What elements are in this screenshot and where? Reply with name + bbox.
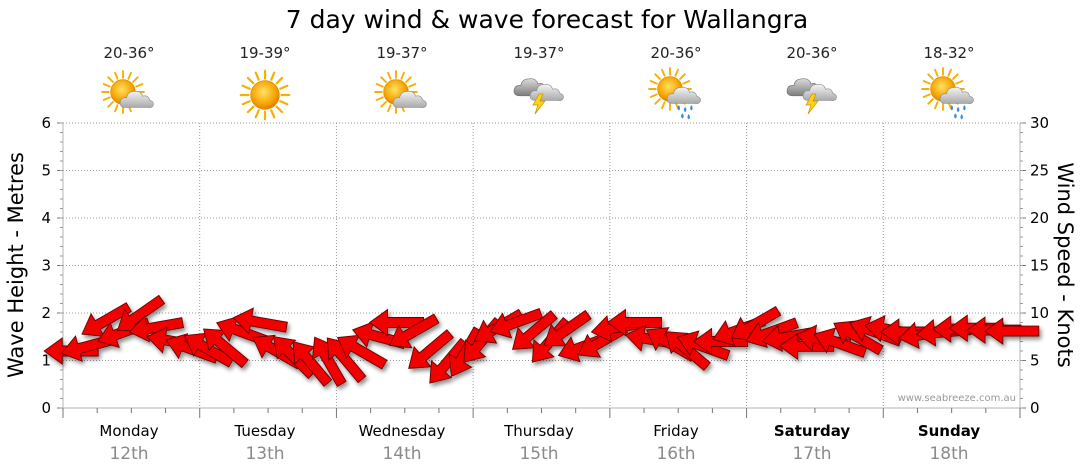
day-date-label: 15th [519,444,558,464]
wind-arrow [543,309,592,347]
y-tick-left: 6 [41,114,51,132]
wind-arrow [429,337,470,384]
chart-title: 7 day wind & wave forecast for Wallangra [286,5,809,34]
day-name-label: Friday [653,422,699,440]
wind-arrow [128,315,184,343]
y-tick-left: 4 [41,209,51,227]
sunny-icon [239,69,291,121]
showers-icon [921,67,974,120]
partly-cloudy-icon [101,70,154,114]
wind-arrow [388,313,440,349]
wind-arrow [512,310,558,350]
day-name-label: Saturday [774,422,851,440]
y-axis-left-label: Wave Height - Metres [4,152,28,378]
day-date-label: 17th [792,444,831,464]
wind-arrow [368,308,425,337]
y-tick-right: 15 [1030,257,1049,275]
y-tick-left: 2 [41,304,51,322]
y-axis-right-label: Wind Speed - Knots [1053,162,1077,367]
y-tick-right: 30 [1030,114,1049,132]
day-date-label: 12th [109,444,148,464]
day-name-label: Thursday [503,422,574,440]
wind-arrow [326,337,367,384]
day-temp-label: 19-37° [376,44,427,62]
wind-arrow [81,302,132,337]
axis-ticks: 0 1 2 3 4 5 6 0 5 10 15 20 25 30 [41,114,1049,418]
wind-arrows [43,294,1040,387]
y-tick-right: 5 [1030,352,1040,370]
y-tick-left: 5 [41,162,51,180]
day-date-label: 14th [382,444,421,464]
wind-arrow [232,307,288,335]
wind-arrow [203,328,249,369]
y-tick-left: 0 [41,399,51,417]
wind-arrow [489,307,544,339]
storm-icon [786,78,837,115]
day-date-label: 16th [656,444,695,464]
wind-arrow [336,334,388,370]
partly-cloudy-icon [374,70,427,114]
y-tick-right: 0 [1030,399,1040,417]
wind-arrow [606,308,662,337]
day-temp-label: 20-36° [103,44,154,62]
y-tick-right: 20 [1030,209,1049,227]
day-date-label: 13th [245,444,284,464]
day-name-label: Wednesday [359,422,446,440]
day-temp-label: 19-37° [513,44,564,62]
wind-arrow [408,329,454,369]
y-tick-right: 25 [1030,162,1049,180]
day-name-label: Monday [99,422,158,440]
wind-arrow [833,320,884,356]
day-temp-label: 20-36° [786,44,837,62]
day-temp-label: 18-32° [923,44,974,62]
storm-icon [513,78,564,115]
watermark: www.seabreeze.com.au [898,393,1016,404]
day-name-label: Tuesday [233,422,295,440]
wind-arrow [813,327,868,358]
showers-icon [648,67,701,120]
grid-lines [63,122,1020,408]
y-tick-right: 10 [1030,304,1049,322]
day-temp-label: 19-39° [239,44,290,62]
wind-arrow [984,317,1040,345]
day-name-label: Sunday [918,422,981,440]
day-temp-label: 20-36° [650,44,701,62]
y-tick-left: 3 [41,257,51,275]
wind-arrow [311,336,347,387]
wind-arrow [292,341,333,387]
day-date-label: 18th [929,444,968,464]
y-tick-left: 1 [41,352,51,370]
